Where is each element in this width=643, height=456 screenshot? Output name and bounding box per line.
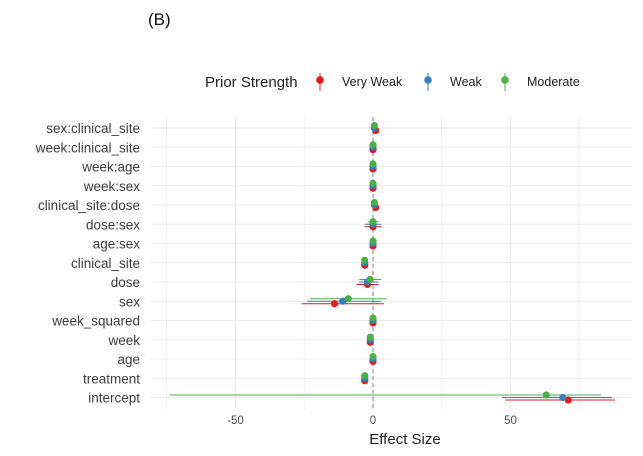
plot-area [151,117,632,410]
estimate-point [559,393,567,402]
estimate-point [369,218,377,226]
y-axis-labels: sex:clinical_site week:clinical_site week:… [35,121,141,406]
legend-key: Very Weak [316,73,403,91]
x-tick-label: -50 [227,415,244,427]
y-tick-label: intercept [88,391,140,406]
legend-title: Prior Strength [205,74,298,91]
y-tick-label: week:clinical_site [35,140,140,155]
x-tick-label: 50 [504,415,517,427]
estimate-point [370,121,378,130]
y-tick-label: dose:sex [86,217,140,232]
y-tick-label: treatment [83,371,140,386]
y-tick-label: clinical_site [71,256,140,271]
panel-label: (B) [148,10,171,29]
legend-swatch-point [501,76,509,84]
legend-swatch-point [424,76,432,84]
estimate-point [366,275,374,284]
y-tick-label: week:sex [83,179,141,194]
legend-swatch-point [316,76,324,84]
estimate-point [344,295,352,303]
estimate-point [564,396,572,404]
estimate-point [361,372,369,380]
legend-key: Moderate [501,73,580,91]
estimate-point [542,391,550,399]
x-axis-ticks: -50 0 50 [227,415,517,427]
y-tick-label: age [117,352,140,367]
estimate-point [366,333,374,341]
estimate-point [369,179,377,187]
y-tick-label: dose [111,275,140,290]
y-tick-label: sex [119,294,140,309]
estimate-point [330,300,339,308]
x-axis-title: Effect Size [369,431,440,448]
estimate-point [369,314,377,322]
legend: Prior Strength Very Weak Weak Moderate [205,73,580,91]
estimate-point [369,237,377,245]
estimate-point [369,352,377,361]
legend-label: Weak [450,75,482,89]
estimate-point [369,141,377,149]
x-tick-label: 0 [370,415,376,427]
legend-key: Weak [424,73,482,91]
estimate-point [361,256,369,264]
y-tick-label: clinical_site:dose [38,198,140,213]
y-tick-label: age:sex [93,237,141,252]
y-tick-label: sex:clinical_site [46,121,140,136]
estimate-point [369,160,377,168]
y-tick-label: week [107,333,140,348]
estimate-point [370,198,378,207]
y-tick-label: week_squared [51,314,140,329]
y-tick-label: week:age [81,160,140,175]
legend-label: Very Weak [342,75,403,89]
legend-label: Moderate [527,75,580,89]
estimate-point [339,297,347,305]
